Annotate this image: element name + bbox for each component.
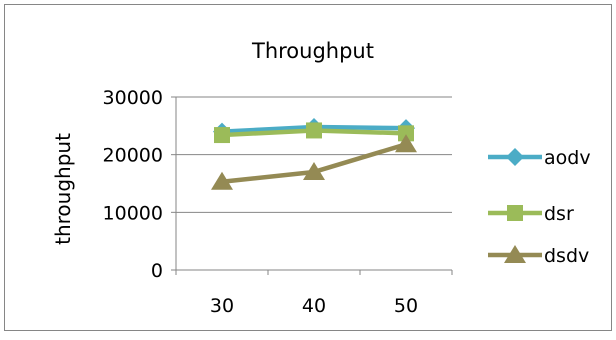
data-point-dsdv xyxy=(303,161,325,180)
legend-item-dsr: dsr xyxy=(488,203,574,225)
y-tick-label: 0 xyxy=(151,260,163,282)
data-point-dsdv xyxy=(395,134,417,153)
axes xyxy=(171,96,453,275)
legend: aodv dsr dsdv xyxy=(488,147,591,267)
y-tick-label: 30000 xyxy=(103,87,163,109)
legend-label: dsr xyxy=(544,203,574,225)
chart-title: Throughput xyxy=(251,39,374,63)
series xyxy=(211,117,417,190)
data-point-dsr xyxy=(398,125,414,142)
legend-label: dsdv xyxy=(544,245,589,267)
legend-marker xyxy=(506,148,524,166)
legend-marker xyxy=(507,205,523,221)
legend-marker xyxy=(504,245,526,263)
legend-label: aodv xyxy=(544,147,591,169)
y-axis-label: throughput xyxy=(51,133,75,245)
x-tick-label: 30 xyxy=(210,295,234,317)
x-tick-label: 40 xyxy=(302,295,326,317)
x-tick-label: 50 xyxy=(394,295,418,317)
data-point-dsr xyxy=(306,122,322,139)
data-point-dsdv xyxy=(211,171,233,190)
gridlines xyxy=(176,96,452,213)
chart-border xyxy=(4,4,612,331)
y-tick-label: 20000 xyxy=(103,145,163,167)
tick-labels: 0 10000 20000 30000 30 40 50 xyxy=(103,87,419,317)
y-tick-label: 10000 xyxy=(103,202,163,224)
legend-item-aodv: aodv xyxy=(488,147,591,169)
legend-item-dsdv: dsdv xyxy=(488,245,589,267)
data-point-dsr xyxy=(214,127,230,144)
